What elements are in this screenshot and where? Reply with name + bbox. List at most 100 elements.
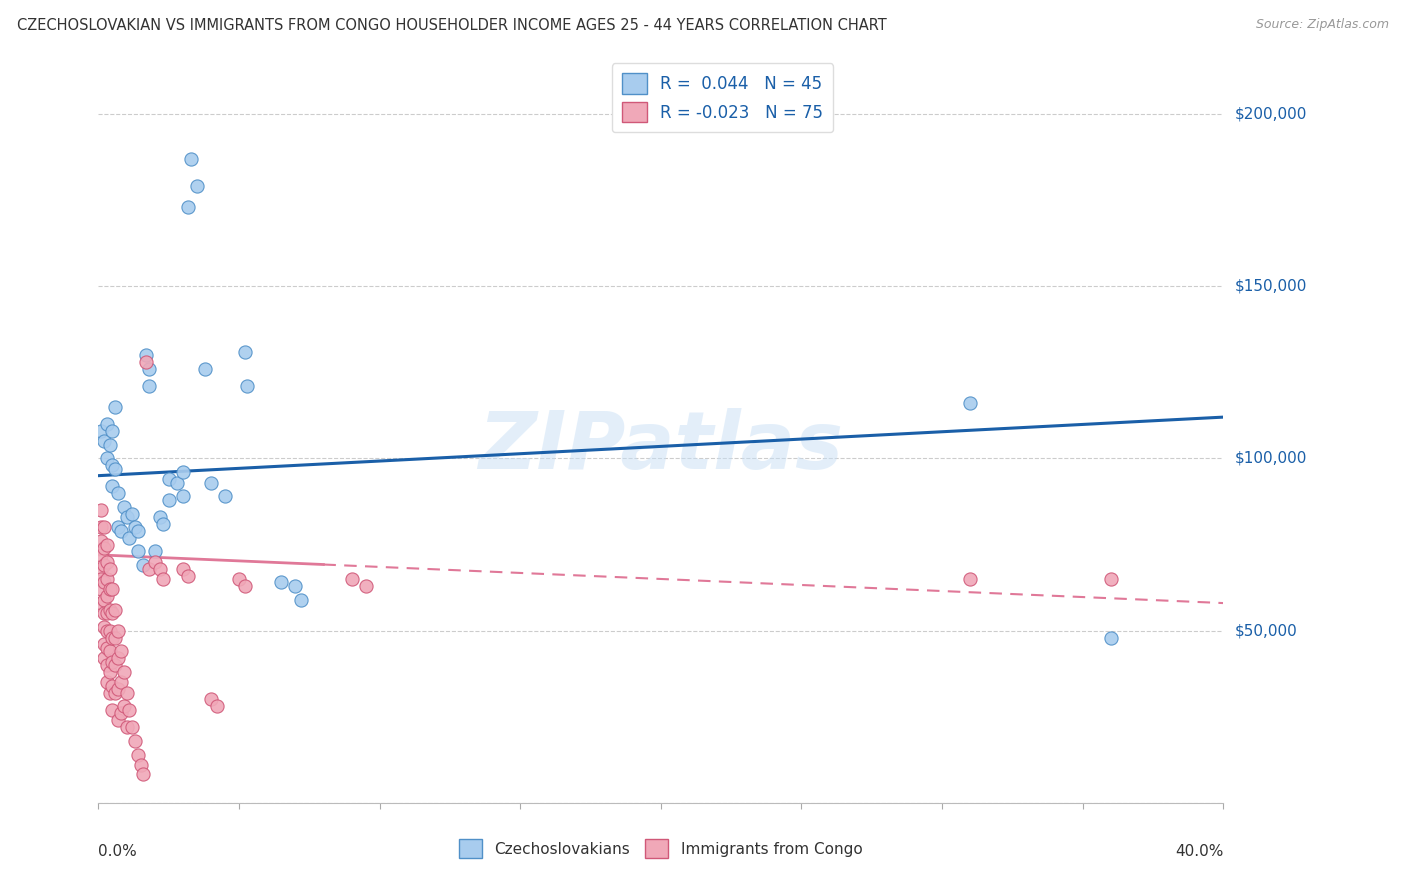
Point — [96, 658, 118, 673]
Point — [959, 572, 981, 586]
Point — [110, 524, 132, 538]
Point — [124, 734, 146, 748]
Point — [172, 465, 194, 479]
Point — [233, 344, 256, 359]
Point — [129, 758, 152, 772]
Point — [93, 434, 115, 449]
Point — [90, 534, 112, 549]
Point — [143, 544, 166, 558]
Point — [110, 644, 132, 658]
Point — [93, 520, 115, 534]
Text: $100,000: $100,000 — [1234, 451, 1306, 466]
Point — [93, 558, 115, 573]
Point — [194, 362, 217, 376]
Point — [205, 699, 228, 714]
Point — [200, 692, 222, 706]
Text: 40.0%: 40.0% — [1175, 844, 1223, 858]
Point — [96, 589, 118, 603]
Text: $200,000: $200,000 — [1234, 106, 1306, 121]
Point — [90, 520, 112, 534]
Point — [112, 699, 135, 714]
Point — [107, 624, 129, 638]
Point — [101, 655, 124, 669]
Point — [101, 703, 124, 717]
Point — [143, 555, 166, 569]
Point — [152, 572, 174, 586]
Point — [90, 503, 112, 517]
Point — [177, 568, 200, 582]
Point — [96, 537, 118, 551]
Point — [354, 579, 377, 593]
Point — [107, 651, 129, 665]
Point — [90, 424, 112, 438]
Point — [93, 607, 115, 621]
Text: 0.0%: 0.0% — [98, 844, 138, 858]
Point — [118, 703, 141, 717]
Point — [214, 489, 236, 503]
Point — [104, 400, 127, 414]
Point — [340, 572, 363, 586]
Point — [115, 685, 138, 699]
Text: $150,000: $150,000 — [1234, 279, 1306, 293]
Point — [186, 179, 208, 194]
Point — [101, 458, 124, 473]
Point — [93, 592, 115, 607]
Point — [101, 679, 124, 693]
Point — [127, 544, 149, 558]
Point — [166, 475, 188, 490]
Point — [110, 675, 132, 690]
Point — [93, 575, 115, 590]
Point — [104, 658, 127, 673]
Point — [236, 379, 259, 393]
Point — [107, 713, 129, 727]
Point — [104, 603, 127, 617]
Point — [228, 572, 250, 586]
Point — [149, 510, 172, 524]
Legend: Czechoslovakians, Immigrants from Congo: Czechoslovakians, Immigrants from Congo — [451, 831, 870, 865]
Point — [135, 355, 157, 369]
Point — [149, 561, 172, 575]
Point — [132, 558, 155, 573]
Point — [104, 685, 127, 699]
Point — [90, 582, 112, 597]
Point — [132, 766, 155, 780]
Point — [959, 396, 981, 410]
Point — [127, 524, 149, 538]
Point — [115, 510, 138, 524]
Point — [104, 462, 127, 476]
Point — [90, 561, 112, 575]
Point — [101, 631, 124, 645]
Point — [98, 582, 121, 597]
Point — [93, 541, 115, 555]
Point — [138, 379, 160, 393]
Point — [127, 747, 149, 762]
Point — [172, 561, 194, 575]
Point — [172, 489, 194, 503]
Point — [90, 572, 112, 586]
Point — [96, 417, 118, 431]
Point — [157, 492, 180, 507]
Point — [93, 651, 115, 665]
Point — [152, 516, 174, 531]
Point — [93, 637, 115, 651]
Point — [90, 548, 112, 562]
Point — [98, 685, 121, 699]
Point — [101, 607, 124, 621]
Point — [98, 438, 121, 452]
Point — [200, 475, 222, 490]
Point — [135, 348, 157, 362]
Point — [96, 640, 118, 655]
Point — [290, 592, 312, 607]
Point — [112, 665, 135, 679]
Point — [96, 624, 118, 638]
Point — [104, 631, 127, 645]
Text: CZECHOSLOVAKIAN VS IMMIGRANTS FROM CONGO HOUSEHOLDER INCOME AGES 25 - 44 YEARS C: CZECHOSLOVAKIAN VS IMMIGRANTS FROM CONGO… — [17, 18, 887, 33]
Point — [98, 561, 121, 575]
Point — [124, 520, 146, 534]
Point — [107, 486, 129, 500]
Point — [121, 720, 143, 734]
Point — [101, 424, 124, 438]
Point — [110, 706, 132, 721]
Point — [138, 362, 160, 376]
Text: Source: ZipAtlas.com: Source: ZipAtlas.com — [1256, 18, 1389, 31]
